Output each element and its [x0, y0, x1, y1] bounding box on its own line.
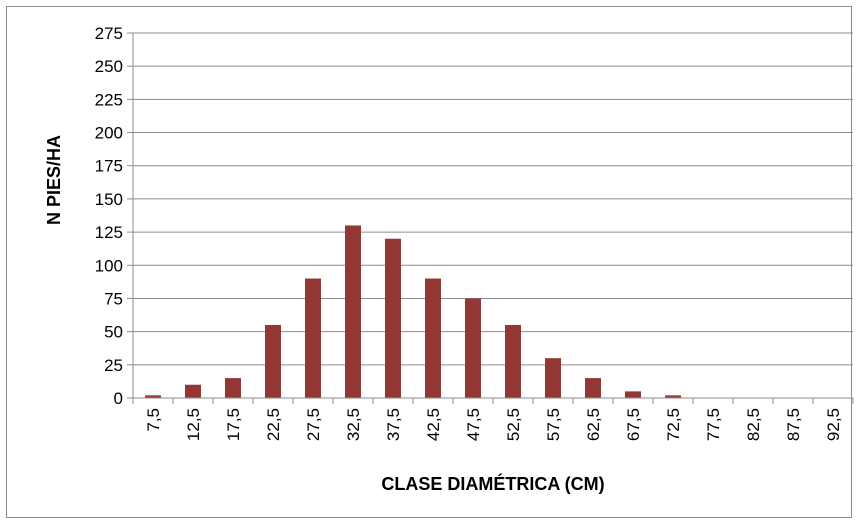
x-tick-label: 67,5 — [624, 408, 643, 441]
y-tick-label: 50 — [104, 323, 123, 342]
bar — [665, 395, 681, 398]
bar — [225, 378, 241, 398]
x-tick-label: 17,5 — [224, 408, 243, 441]
y-tick-label: 275 — [95, 24, 123, 43]
x-axis-title: CLASE DIAMÉTRICA (CM) — [381, 473, 604, 494]
x-tick-label: 32,5 — [344, 408, 363, 441]
chart-frame — [6, 6, 852, 518]
y-tick-label: 250 — [95, 57, 123, 76]
x-tick-label: 87,5 — [784, 408, 803, 441]
y-tick-label: 125 — [95, 223, 123, 242]
x-tick-label: 92,5 — [824, 408, 843, 441]
x-tick-label: 57,5 — [544, 408, 563, 441]
x-tick-label: 22,5 — [264, 408, 283, 441]
bar — [505, 325, 521, 398]
bar — [345, 225, 361, 398]
y-axis-title: N PIES/HA — [44, 135, 64, 225]
y-tick-label: 100 — [95, 256, 123, 275]
bar — [545, 358, 561, 398]
x-tick-label: 77,5 — [704, 408, 723, 441]
x-tick-label: 82,5 — [744, 408, 763, 441]
bar — [145, 395, 161, 398]
x-tick-label: 27,5 — [304, 408, 323, 441]
gridlines — [127, 32, 853, 399]
bar — [465, 298, 481, 398]
y-tick-label: 25 — [104, 356, 123, 375]
bar — [305, 278, 321, 398]
bar — [265, 325, 281, 398]
x-tick-label: 12,5 — [184, 408, 203, 441]
x-tick-label: 7,5 — [144, 408, 163, 432]
bar — [385, 238, 401, 398]
bars — [145, 225, 681, 398]
y-tick-label: 175 — [95, 157, 123, 176]
x-tick-label: 42,5 — [424, 408, 443, 441]
y-tick-label: 75 — [104, 289, 123, 308]
bar — [185, 384, 201, 398]
x-tick-label: 37,5 — [384, 408, 403, 441]
bar — [625, 391, 641, 398]
x-tick-label: 72,5 — [664, 408, 683, 441]
y-tick-label: 150 — [95, 190, 123, 209]
x-tick-label: 62,5 — [584, 408, 603, 441]
x-tick-labels: 7,5 12,5 17,5 22,5 27,5 32,5 37,5 42,5 47,5 52,5 5… — [144, 408, 843, 441]
x-tick-label: 52,5 — [504, 408, 523, 441]
y-tick-label: 0 — [114, 389, 123, 408]
bar — [585, 378, 601, 398]
axes — [132, 33, 854, 404]
bar — [425, 278, 441, 398]
y-tick-label: 200 — [95, 124, 123, 143]
y-tick-label: 225 — [95, 90, 123, 109]
x-tick-label: 47,5 — [464, 408, 483, 441]
y-tick-labels: 0 25 50 75 100 125 150 175 200 225 250 275 — [95, 24, 123, 408]
